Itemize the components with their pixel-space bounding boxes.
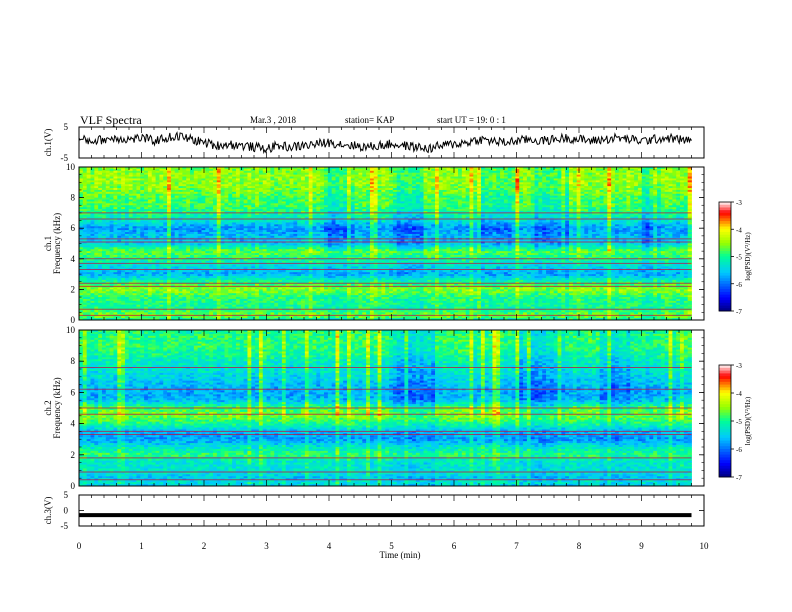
spectrogram-ch1: 0246810ch.1 Frequency (kHz) — [43, 162, 704, 325]
